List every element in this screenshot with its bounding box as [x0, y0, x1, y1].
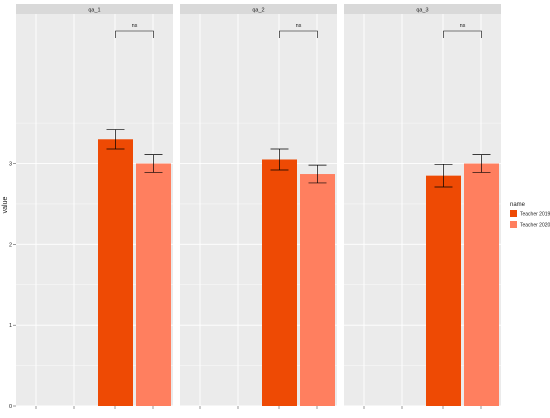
legend-label: Teacher 2019 [520, 212, 550, 218]
error-bar [106, 129, 125, 150]
significance-label: ns [460, 23, 466, 29]
bar-qa_2-teacher-2019 [262, 159, 297, 406]
facet-strip-qa_1 [16, 4, 173, 14]
significance-label: ns [132, 23, 138, 29]
significance-bracket [115, 30, 154, 38]
legend-title: name [510, 202, 526, 208]
facet-strip-label: qa_2 [252, 8, 264, 14]
legend-label: Teacher 2020 [520, 223, 550, 229]
facet-strip-label: qa_1 [88, 8, 100, 14]
bar-qa_2-teacher-2020 [300, 174, 335, 406]
y-axis-title: value [2, 197, 9, 214]
y-tick-label: 1 [9, 323, 12, 329]
legend: name Teacher 2019 Teacher 2020 [510, 202, 550, 229]
error-bar [144, 154, 163, 173]
facet-strip-label: qa_3 [416, 8, 428, 14]
significance-bracket [279, 30, 318, 38]
error-bar [434, 163, 453, 188]
y-axis: value 0 1 2 3 [2, 162, 16, 410]
y-tick-label: 3 [9, 162, 12, 168]
legend-swatch [510, 210, 517, 217]
error-bar [270, 148, 289, 171]
facet-strip-qa_2 [180, 4, 337, 14]
bar-qa_1-teacher-2020 [136, 163, 171, 406]
legend-swatch [510, 221, 517, 228]
y-tick-label: 2 [9, 242, 12, 248]
facet-strip-qa_3 [344, 4, 501, 14]
facet-panels: qa_1ns qa_2ns qa_3ns [16, 4, 501, 409]
error-bar [472, 154, 491, 173]
bar-qa_3-teacher-2019 [426, 175, 461, 406]
significance-label: ns [296, 23, 302, 29]
y-tick-label: 0 [9, 404, 12, 410]
bar-qa_3-teacher-2020 [464, 163, 499, 406]
error-bar [308, 164, 327, 184]
significance-bracket [443, 30, 482, 38]
bar-qa_1-teacher-2019 [98, 139, 133, 406]
